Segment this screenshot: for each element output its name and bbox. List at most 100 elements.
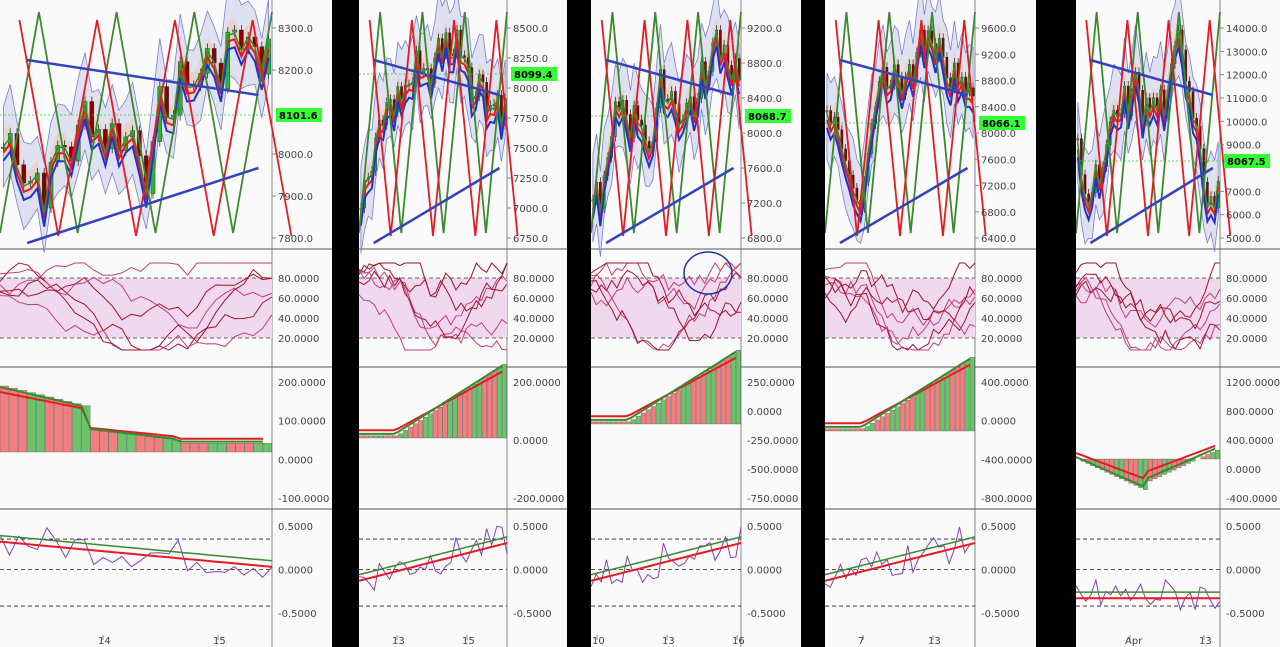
- trendline-lower: [373, 166, 501, 245]
- macd-bar: [163, 438, 172, 453]
- zigzag-green: [825, 11, 976, 234]
- macd-bar: [90, 429, 100, 453]
- macd-bar: [422, 416, 428, 439]
- macd-bar: [620, 421, 626, 425]
- osc-line-purple: [591, 527, 742, 587]
- macd-bar: [969, 357, 975, 432]
- macd-bar: [635, 416, 641, 425]
- stoch-line: [1076, 287, 1221, 351]
- divider: [332, 0, 359, 647]
- x-tick-label: 13: [928, 636, 941, 647]
- stoch-band: [359, 278, 507, 338]
- stoch-line: [0, 268, 273, 351]
- price-tick-label: 8200.0: [278, 66, 313, 77]
- macd-bar: [472, 383, 478, 439]
- chart-panel-5[interactable]: 8067.5 14000.0 13000.0 12000.0 11000.0 10000.…: [1076, 0, 1280, 647]
- stoch-tick-label: 20.0000: [747, 334, 788, 345]
- osc-line-purple: [359, 525, 508, 592]
- divider: [1036, 0, 1076, 647]
- trendline-lower: [605, 166, 735, 245]
- macd-bar: [914, 393, 920, 432]
- macd-bar: [640, 412, 646, 425]
- macd-bar: [432, 410, 438, 439]
- macd-bar: [715, 363, 721, 425]
- macd-bar: [615, 421, 621, 425]
- trendline-upper: [1090, 58, 1214, 97]
- macd-bar: [72, 403, 82, 453]
- price-tick-label: 7200.0: [981, 182, 1016, 193]
- macd-bar: [839, 428, 845, 432]
- price-tick-label: 14000.0: [1226, 24, 1267, 35]
- trendline-upper: [605, 58, 734, 97]
- candle: [1, 146, 6, 149]
- macd-bar: [1128, 458, 1134, 484]
- chart-panel-4[interactable]: 8066.1 9600.0 9200.0 8800.0 8400.0 8000.0 7600…: [825, 0, 1036, 647]
- ma-blue-line: [825, 43, 974, 225]
- ma-blue-line: [359, 46, 507, 226]
- candle: [640, 119, 643, 126]
- macd-bar: [253, 443, 263, 453]
- price-tick-label: 8800.0: [981, 77, 1016, 88]
- macd-bar: [859, 428, 865, 432]
- chart-panel-2[interactable]: 8099.4 8500.0 8250.0 8000.0 7750.0 7500.0 7250…: [359, 0, 567, 647]
- macd-bar: [208, 443, 218, 453]
- chart-panel-1[interactable]: 8101.6 8300.0 8200.0 8000.0 7900.0 7800.0 80.0…: [0, 0, 332, 647]
- macd-bar: [605, 421, 611, 425]
- stoch-line: [0, 268, 273, 329]
- macd-bar: [600, 421, 606, 425]
- macd-bar: [854, 428, 860, 432]
- macd-bar: [685, 383, 691, 425]
- candle: [1155, 97, 1159, 107]
- price-tick-label: 6400.0: [981, 234, 1016, 245]
- candle: [647, 141, 651, 149]
- macd-tick-label: 0.0000: [278, 455, 313, 466]
- macd-bar: [126, 434, 136, 453]
- macd-bar: [919, 390, 925, 432]
- price-tick-label: 6800.0: [747, 234, 782, 245]
- candle: [625, 100, 628, 115]
- macd-bar: [591, 421, 596, 425]
- price-tick-label: 11000.0: [1226, 94, 1267, 105]
- price-tick-label: 7750.0: [513, 114, 548, 125]
- osc-tick-label: -0.5000: [513, 609, 552, 620]
- stoch-tick-label: 80.0000: [747, 274, 788, 285]
- macd-bar: [700, 373, 706, 425]
- candle: [674, 91, 677, 104]
- stoch-tick-label: 40.0000: [1226, 314, 1267, 325]
- trendline-upper: [839, 58, 968, 97]
- macd-bar: [27, 392, 36, 453]
- stoch-tick-label: 20.0000: [1226, 334, 1267, 345]
- candle: [463, 55, 466, 58]
- price-tick-label: 8000.0: [278, 150, 313, 161]
- macd-bar: [1210, 452, 1215, 460]
- macd-bar: [725, 356, 731, 425]
- macd-bar: [442, 403, 448, 439]
- last-price-label: 8066.1: [982, 119, 1021, 130]
- macd-bar: [144, 436, 154, 453]
- stoch-line: [359, 262, 508, 312]
- stoch-line: [359, 270, 508, 329]
- macd-bar: [501, 364, 507, 439]
- candle: [1188, 81, 1191, 92]
- macd-bar: [99, 430, 109, 453]
- stoch-line: [591, 269, 741, 330]
- macd-bar: [849, 428, 855, 432]
- macd-bar: [650, 406, 656, 425]
- stoch-line: [825, 269, 976, 322]
- stoch-line: [825, 282, 976, 345]
- macd-bar: [235, 443, 245, 453]
- candle: [1076, 138, 1080, 141]
- macd-bar: [383, 435, 389, 439]
- osc-tick-label: 0.0000: [747, 566, 782, 577]
- last-price-label: 8068.7: [748, 112, 787, 123]
- chart-panel-3[interactable]: 8068.7 9200.0 8800.0 8400.0 8000.0 7600.0 7200…: [591, 0, 801, 647]
- macd-tick-label: -400.0000: [1226, 494, 1277, 505]
- macd-bar: [437, 407, 443, 439]
- ma-red-line: [591, 37, 741, 219]
- osc-tick-label: 0.0000: [1226, 566, 1261, 577]
- osc-tick-label: 0.5000: [513, 522, 548, 533]
- macd-bar: [625, 421, 631, 425]
- macd-tick-label: 0.0000: [513, 436, 548, 447]
- x-tick-label: Apr: [1125, 636, 1143, 647]
- macd-bar: [388, 435, 394, 439]
